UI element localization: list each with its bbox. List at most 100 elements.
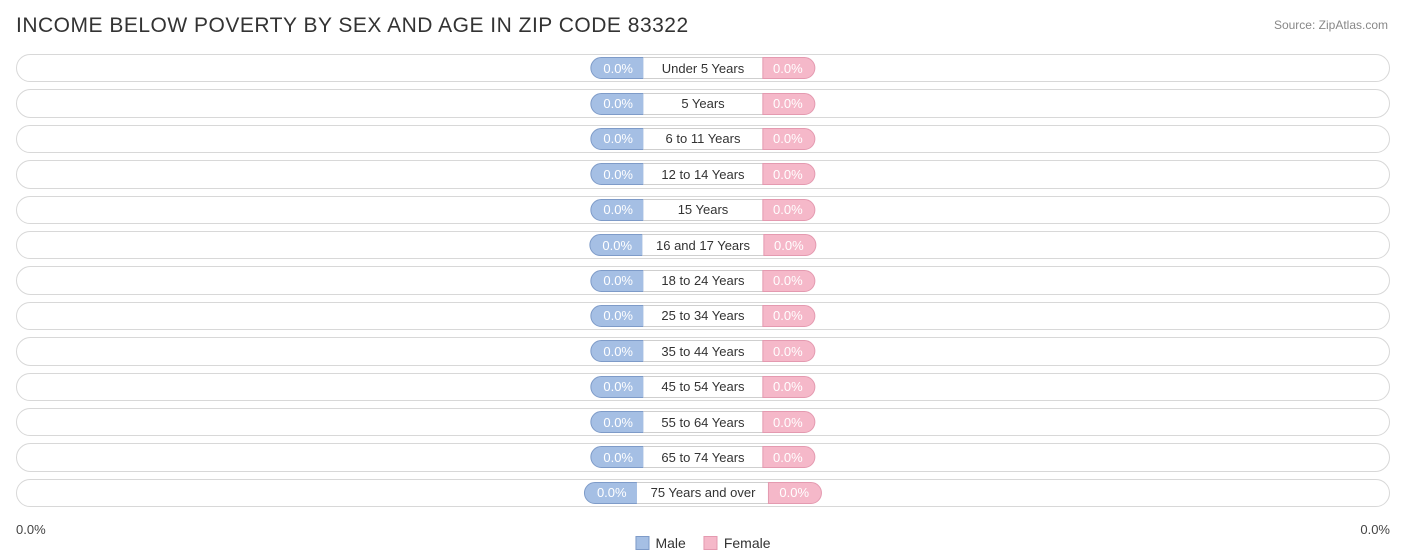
male-value: 0.0% — [603, 96, 633, 111]
female-value: 0.0% — [773, 415, 803, 430]
female-value: 0.0% — [773, 273, 803, 288]
age-label: 18 to 24 Years — [643, 270, 763, 292]
legend-item-female: Female — [704, 535, 771, 551]
chart-row: 0.0% 6 to 11 Years 0.0% — [16, 125, 1390, 153]
female-value-chip: 0.0% — [763, 234, 817, 256]
source-attribution: Source: ZipAtlas.com — [1274, 18, 1388, 32]
age-label: 35 to 44 Years — [643, 340, 763, 362]
female-value: 0.0% — [773, 379, 803, 394]
male-value-chip: 0.0% — [590, 163, 644, 185]
female-value-chip: 0.0% — [762, 128, 816, 150]
chart-title: INCOME BELOW POVERTY BY SEX AND AGE IN Z… — [16, 14, 689, 38]
female-value-chip: 0.0% — [762, 163, 816, 185]
female-value-chip: 0.0% — [762, 199, 816, 221]
row-center: 0.0%15 Years0.0% — [590, 196, 815, 224]
male-value: 0.0% — [603, 415, 633, 430]
male-value-chip: 0.0% — [590, 270, 644, 292]
male-value-chip: 0.0% — [589, 234, 643, 256]
female-value-chip: 0.0% — [768, 482, 822, 504]
female-value-chip: 0.0% — [762, 446, 816, 468]
age-label: Under 5 Years — [643, 57, 763, 79]
male-value: 0.0% — [602, 238, 632, 253]
female-value: 0.0% — [773, 450, 803, 465]
row-center: 0.0% 12 to 14 Years 0.0% — [590, 160, 815, 188]
male-value: 0.0% — [603, 344, 633, 359]
row-center: 0.0% 5 Years 0.0% — [590, 89, 815, 117]
row-center: 0.0% 55 to 64 Years 0.0% — [590, 408, 815, 436]
chart-row: 0.0% 75 Years and over 0.0% — [16, 479, 1390, 507]
male-value: 0.0% — [603, 450, 633, 465]
female-value-chip: 0.0% — [762, 57, 816, 79]
male-value-chip: 0.0% — [590, 411, 644, 433]
male-value-chip: 0.0% — [590, 128, 644, 150]
female-value: 0.0% — [779, 485, 809, 500]
male-value-chip: 0.0% — [590, 93, 644, 115]
male-value-chip: 0.0% — [590, 305, 644, 327]
male-value-chip: 0.0% — [590, 446, 644, 468]
male-value-chip: 0.0% — [590, 199, 644, 221]
chart-row: 0.0% 12 to 14 Years 0.0% — [16, 160, 1390, 188]
legend-item-male: Male — [635, 535, 685, 551]
female-value: 0.0% — [773, 131, 803, 146]
chart-row: 0.0%45 to 54 Years0.0% — [16, 373, 1390, 401]
female-value: 0.0% — [773, 167, 803, 182]
female-value-chip: 0.0% — [762, 305, 816, 327]
male-value-chip: 0.0% — [590, 340, 644, 362]
chart-row: 0.0% 35 to 44 Years 0.0% — [16, 337, 1390, 365]
male-value-chip: 0.0% — [584, 482, 638, 504]
row-center: 0.0% 75 Years and over 0.0% — [584, 479, 822, 507]
male-value-chip: 0.0% — [590, 376, 644, 398]
chart-row: 0.0% 16 and 17 Years 0.0% — [16, 231, 1390, 259]
chart-row: 0.0% 5 Years 0.0% — [16, 89, 1390, 117]
row-center: 0.0% 6 to 11 Years 0.0% — [590, 125, 815, 153]
female-value-chip: 0.0% — [762, 93, 816, 115]
female-value: 0.0% — [774, 238, 804, 253]
legend: Male Female — [635, 535, 770, 551]
row-center: 0.0% 16 and 17 Years 0.0% — [589, 231, 816, 259]
male-value: 0.0% — [603, 273, 633, 288]
female-value: 0.0% — [773, 96, 803, 111]
female-value-chip: 0.0% — [762, 376, 816, 398]
axis-left-label: 0.0% — [16, 522, 46, 537]
chart-row: 0.0%15 Years0.0% — [16, 196, 1390, 224]
chart-row: 0.0% 65 to 74 Years 0.0% — [16, 443, 1390, 471]
row-center: 0.0% 25 to 34 Years 0.0% — [590, 302, 815, 330]
row-center: 0.0% 35 to 44 Years 0.0% — [590, 337, 815, 365]
male-value: 0.0% — [603, 308, 633, 323]
chart-row: 0.0% 55 to 64 Years 0.0% — [16, 408, 1390, 436]
age-label: 15 Years — [643, 199, 763, 221]
row-center: 0.0% 18 to 24 Years 0.0% — [590, 266, 815, 294]
age-label: 45 to 54 Years — [643, 376, 763, 398]
male-swatch-icon — [635, 536, 649, 550]
legend-male-label: Male — [655, 535, 685, 551]
age-label: 55 to 64 Years — [643, 411, 763, 433]
female-swatch-icon — [704, 536, 718, 550]
female-value-chip: 0.0% — [762, 270, 816, 292]
age-label: 6 to 11 Years — [643, 128, 763, 150]
female-value-chip: 0.0% — [762, 340, 816, 362]
female-value: 0.0% — [773, 344, 803, 359]
female-value: 0.0% — [773, 61, 803, 76]
chart-row: 0.0% 18 to 24 Years 0.0% — [16, 266, 1390, 294]
age-label: 12 to 14 Years — [643, 163, 763, 185]
male-value: 0.0% — [603, 131, 633, 146]
age-label: 16 and 17 Years — [642, 234, 764, 256]
female-value-chip: 0.0% — [762, 411, 816, 433]
row-center: 0.0%45 to 54 Years0.0% — [590, 373, 815, 401]
age-label: 75 Years and over — [637, 482, 770, 504]
row-center: 0.0% 65 to 74 Years 0.0% — [590, 443, 815, 471]
age-label: 5 Years — [643, 93, 763, 115]
chart-row: 0.0% 25 to 34 Years 0.0% — [16, 302, 1390, 330]
female-value: 0.0% — [773, 308, 803, 323]
male-value-chip: 0.0% — [590, 57, 644, 79]
row-center: 0.0% Under 5 Years 0.0% — [590, 54, 815, 82]
male-value: 0.0% — [597, 485, 627, 500]
legend-female-label: Female — [724, 535, 771, 551]
age-label: 25 to 34 Years — [643, 305, 763, 327]
chart-row: 0.0% Under 5 Years 0.0% — [16, 54, 1390, 82]
male-value: 0.0% — [603, 61, 633, 76]
chart-area: 0.0%Under 5 Years0.0%0.0%5 Years0.0%0.0%… — [16, 54, 1390, 514]
age-label: 65 to 74 Years — [643, 446, 763, 468]
male-value: 0.0% — [603, 167, 633, 182]
male-value: 0.0% — [603, 202, 633, 217]
